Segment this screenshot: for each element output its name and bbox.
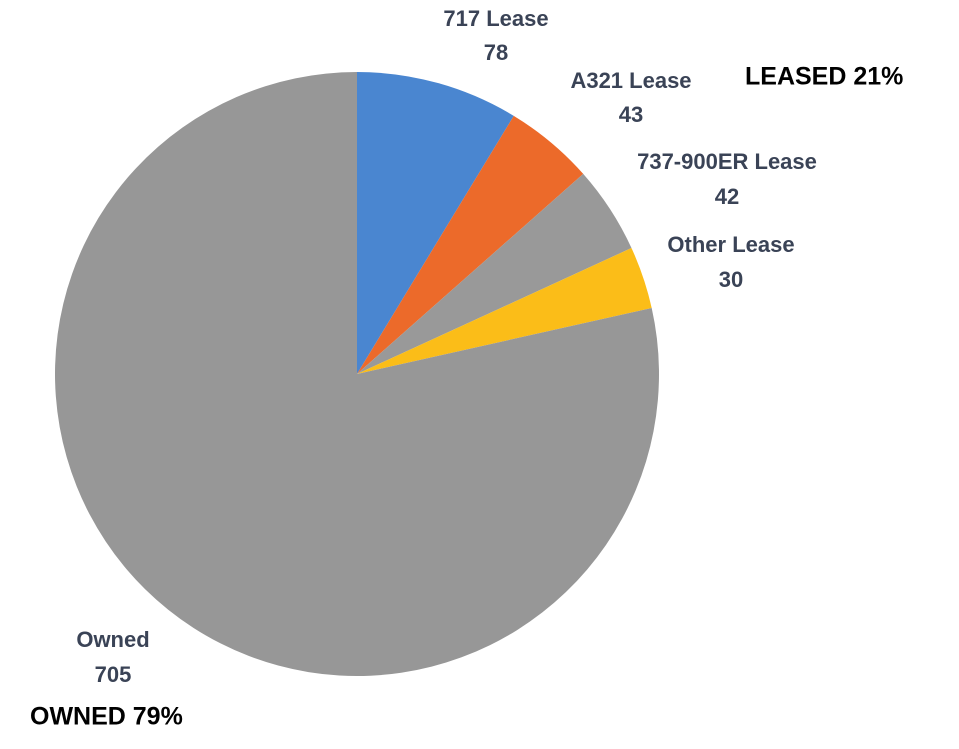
annotation: OWNED 79%: [30, 703, 183, 731]
slice-value: 43: [619, 102, 643, 127]
slice-value: 705: [95, 662, 132, 687]
slice-value: 78: [484, 40, 508, 65]
slice-label: Other Lease: [667, 232, 794, 257]
pie-slice: [55, 72, 659, 676]
slice-label: 737-900ER Lease: [637, 149, 817, 174]
pie-slice: [357, 173, 632, 374]
slice-label: A321 Lease: [570, 68, 691, 93]
slice-label: Owned: [76, 627, 149, 652]
slice-label: 717 Lease: [443, 6, 548, 31]
slice-value: 30: [719, 267, 743, 292]
pie-slice: [357, 72, 514, 374]
pie-slice: [357, 115, 584, 374]
pie-slice: [357, 248, 652, 374]
slice-value: 42: [715, 184, 739, 209]
annotation: LEASED 21%: [745, 63, 903, 91]
